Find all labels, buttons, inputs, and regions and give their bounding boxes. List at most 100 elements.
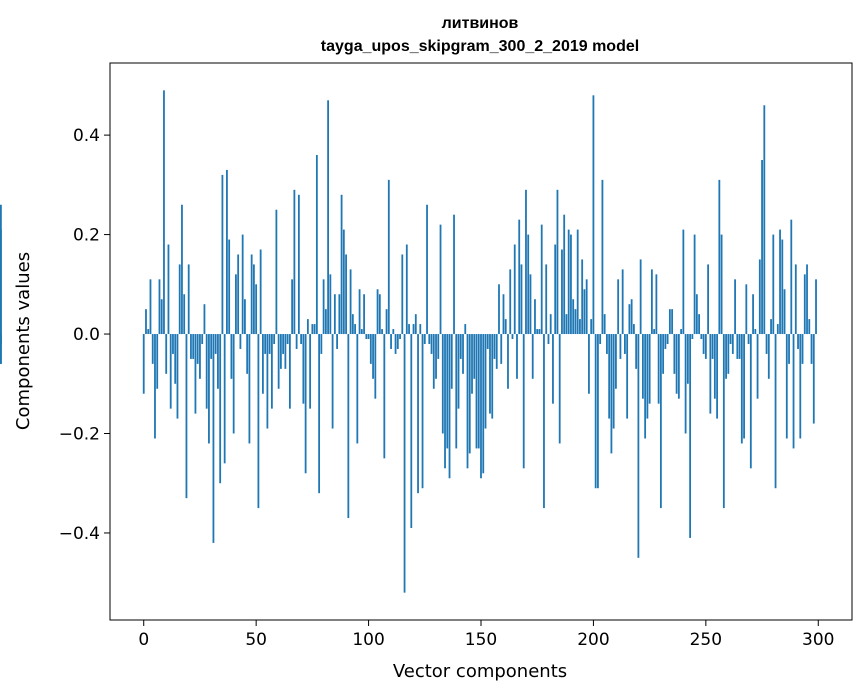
bar <box>262 334 264 394</box>
bar <box>331 334 334 429</box>
bar <box>498 284 500 335</box>
y-tick-label: 0.4 <box>73 126 100 146</box>
bar <box>558 334 561 444</box>
bar <box>385 309 388 335</box>
bar <box>387 179 390 335</box>
bar <box>556 189 559 335</box>
bar <box>163 90 165 335</box>
bar <box>228 239 231 335</box>
bar <box>435 334 437 379</box>
bar <box>349 269 352 335</box>
bar <box>437 334 440 359</box>
bar <box>327 100 329 335</box>
chart-subtitle: tayga_upos_skipgram_300_2_2019 model <box>321 38 639 55</box>
bar <box>484 334 487 429</box>
bar <box>513 244 516 335</box>
bar <box>329 274 332 335</box>
bar <box>576 229 579 335</box>
x-tick-label: 300 <box>802 630 834 650</box>
bar <box>684 334 687 434</box>
bar <box>480 334 482 479</box>
bar <box>633 324 635 335</box>
bar <box>731 334 734 354</box>
bar <box>475 334 478 449</box>
bar <box>466 334 469 469</box>
bar <box>574 309 577 335</box>
bar <box>340 194 343 335</box>
bar <box>160 299 163 335</box>
bar <box>675 334 678 394</box>
bar <box>441 334 444 434</box>
bar <box>799 334 802 439</box>
bar <box>154 334 156 439</box>
bar <box>720 234 723 335</box>
bar <box>165 334 168 374</box>
bar <box>722 334 725 509</box>
bar <box>405 244 408 335</box>
bar <box>203 304 206 335</box>
bar <box>426 204 428 335</box>
bar <box>626 334 629 419</box>
bar <box>812 334 815 424</box>
bar <box>664 334 667 349</box>
bar <box>531 334 534 379</box>
bar <box>423 334 426 344</box>
bar <box>190 334 192 359</box>
y-tick-label: −0.4 <box>59 524 100 544</box>
bar <box>482 334 485 474</box>
bar <box>702 334 705 354</box>
bar <box>237 254 240 335</box>
y-axis-label: Components values <box>13 252 34 430</box>
bar <box>716 334 718 419</box>
bar <box>621 269 624 335</box>
bar <box>794 264 797 335</box>
bar <box>572 299 575 335</box>
bar <box>417 334 419 494</box>
bar <box>468 334 471 454</box>
bars-group <box>0 90 817 593</box>
bar <box>320 334 323 354</box>
bar <box>698 314 700 335</box>
bar <box>248 334 251 444</box>
bar <box>450 334 453 389</box>
bar <box>650 269 653 335</box>
bar <box>324 309 327 335</box>
bar <box>210 334 213 359</box>
bar <box>201 334 204 344</box>
bar <box>790 219 793 335</box>
x-axis-ticks: 0 50 100 150 200 250 300 <box>138 620 834 650</box>
bar <box>785 334 788 439</box>
bar <box>302 334 305 404</box>
bar <box>570 234 572 335</box>
y-tick-label: 0.2 <box>73 226 100 246</box>
bar <box>529 274 532 335</box>
bar <box>758 259 761 335</box>
bar <box>392 329 395 335</box>
bar <box>457 334 460 409</box>
bar <box>453 214 455 335</box>
bar <box>226 169 228 335</box>
bar <box>351 314 354 335</box>
bar <box>266 334 269 429</box>
bar <box>372 334 374 379</box>
bar <box>304 334 307 474</box>
bar <box>770 319 772 335</box>
bar <box>671 309 674 335</box>
bar <box>185 334 188 499</box>
bar <box>462 334 464 374</box>
bar <box>646 334 649 419</box>
bar <box>792 334 795 449</box>
bar <box>174 334 177 384</box>
bar <box>356 334 359 444</box>
bar <box>518 219 521 335</box>
bar <box>363 294 365 335</box>
bar <box>486 334 489 349</box>
bar <box>239 334 242 349</box>
bar <box>279 334 282 369</box>
bar <box>527 234 530 335</box>
bar <box>396 334 399 349</box>
bar <box>666 334 669 344</box>
bar <box>552 334 554 404</box>
bar <box>192 334 195 359</box>
bar <box>554 244 557 335</box>
